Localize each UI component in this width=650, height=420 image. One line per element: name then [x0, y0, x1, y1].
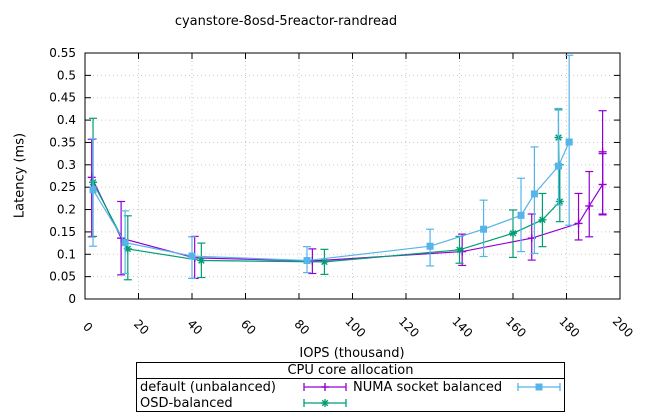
x-tick-label: 20 [131, 317, 152, 338]
asterisk-marker-icon [197, 256, 206, 265]
series-square [89, 54, 574, 280]
legend-title: CPU core allocation [137, 363, 564, 379]
x-tick-label: 40 [184, 317, 205, 338]
y-tick-label: 0.15 [49, 225, 76, 239]
x-axis-label: IOPS (thousand) [299, 346, 405, 361]
plus-marker-icon [598, 147, 607, 156]
asterisk-marker-icon [509, 229, 517, 238]
square-marker-icon [121, 239, 129, 247]
plus-marker-icon [598, 180, 607, 189]
y-tick-label: 0.45 [49, 91, 76, 105]
asterisk-marker-icon [123, 244, 132, 253]
y-tick-label: 0.55 [49, 46, 76, 60]
square-marker-icon [517, 211, 525, 219]
legend-entry-label: OSD-balanced [140, 395, 233, 411]
x-tick-label: 80 [291, 317, 312, 338]
plus-marker-icon [585, 201, 594, 210]
x-tick-label: 0 [80, 320, 95, 335]
y-tick-label: 0.25 [49, 180, 76, 194]
square-marker-icon [188, 252, 196, 260]
x-tick-label: 200 [610, 314, 636, 340]
square-marker-icon [554, 162, 562, 170]
square-marker-icon [535, 383, 543, 391]
y-tick-label: 0.5 [57, 68, 76, 82]
y-tick-label: 0 [68, 292, 76, 306]
legend-box: CPU core allocation default (unbalanced)… [136, 362, 565, 412]
y-tick-label: 0.4 [57, 113, 76, 127]
chart-title: cyanstore-8osd-5reactor-randread [174, 14, 398, 29]
plus-marker-icon [321, 383, 329, 391]
y-tick-label: 0.2 [57, 203, 76, 217]
square-marker-icon [426, 242, 434, 250]
x-tick-label: 180 [556, 314, 582, 340]
square-marker-icon [89, 186, 97, 194]
plot-canvas: 0 20 40 60 80 100 120 140 160 180 200 0 0.05 0.1 0.15 0… [49, 46, 636, 340]
legend-entry-label: default (unbalanced) [140, 379, 276, 395]
y-tick-label: 0.1 [57, 247, 76, 261]
x-tick-label: 100 [342, 314, 368, 340]
legend-entries: default (unbalanced) NUMA socket balanced… [137, 379, 564, 411]
square-marker-icon [565, 138, 573, 146]
series-plus [87, 110, 607, 280]
y-tick-label: 0.3 [57, 158, 76, 172]
square-marker-icon [480, 225, 488, 233]
x-tick-label: 160 [503, 314, 529, 340]
legend-sample-plus-icon [303, 383, 347, 391]
series-asterisk [89, 109, 564, 281]
plus-marker-icon [574, 219, 583, 228]
x-tick-label: 60 [238, 317, 259, 338]
asterisk-marker-icon [538, 215, 547, 224]
legend-entry-label: NUMA socket balanced [353, 379, 503, 395]
square-marker-icon [303, 257, 311, 265]
x-tick-label: 140 [449, 314, 475, 340]
asterisk-marker-icon [321, 399, 329, 407]
y-tick-label: 0.35 [49, 135, 76, 149]
asterisk-marker-icon [455, 245, 464, 254]
legend-sample-asterisk-icon [303, 399, 347, 407]
x-tick-label: 120 [396, 314, 422, 340]
asterisk-marker-icon [320, 257, 329, 266]
y-tick-label: 0.05 [49, 270, 76, 284]
square-marker-icon [530, 190, 538, 198]
legend-sample-square-icon [517, 383, 561, 391]
